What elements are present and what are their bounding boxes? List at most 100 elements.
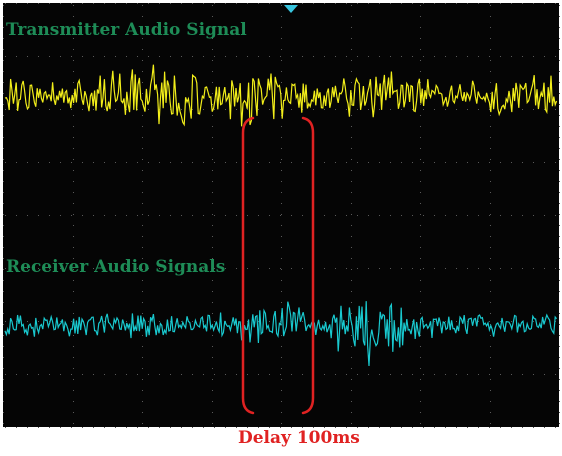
grid-dot [420,38,421,39]
grid-dot [16,268,17,269]
grid-dot [27,427,28,428]
grid-dot [351,280,352,281]
grid-dot [420,225,421,226]
grid-dot [281,302,282,303]
grid-dot [3,93,4,94]
grid-dot [511,162,512,163]
grid-dot [236,427,237,428]
grid-dot [489,162,490,163]
grid-dot [281,159,282,160]
grid-dot [3,27,4,28]
grid-dot [281,335,282,336]
grid-dot [93,374,94,375]
grid-dot [93,215,94,216]
grid-dot [490,324,491,325]
grid-dot [5,109,6,110]
grid-dot [335,109,336,110]
grid-dot [490,93,491,94]
grid-dot [93,109,94,110]
grid-dot [115,268,116,269]
grid-dot [137,268,138,269]
grid-dot [142,148,143,149]
grid-dot [420,335,421,336]
grid-dot [490,16,491,17]
grid-dot [456,374,457,375]
grid-dot [148,427,149,428]
grid-dot [559,258,560,259]
grid-dot [420,192,421,193]
grid-dot [420,258,421,259]
grid-dot [281,258,282,259]
grid-dot [420,181,421,182]
grid-dot [490,401,491,402]
grid-dot [60,109,61,110]
grid-dot [137,109,138,110]
grid-dot [559,357,560,358]
grid-dot [420,27,421,28]
grid-dot [559,423,560,424]
grid-dot [212,368,213,369]
grid-dot [203,162,204,163]
grid-dot [115,109,116,110]
grid-dot [489,3,490,4]
grid-dot [478,3,479,4]
grid-dot [181,3,182,4]
grid-dot [159,321,160,322]
grid-dot [351,379,352,380]
grid-dot [142,412,143,413]
grid-dot [203,268,204,269]
grid-dot [126,56,127,57]
grid-dot [73,401,74,402]
grid-dot [247,56,248,57]
grid-dot [3,346,4,347]
grid-dot [181,427,182,428]
grid-dot [533,3,534,4]
grid-dot [357,215,358,216]
grid-dot [511,56,512,57]
grid-dot [555,162,556,163]
grid-dot [142,357,143,358]
grid-dot [511,321,512,322]
grid-dot [420,60,421,61]
grid-dot [73,71,74,72]
grid-dot [27,3,28,4]
grid-dot [420,16,421,17]
grid-dot [324,215,325,216]
grid-dot [142,368,143,369]
grid-dot [73,379,74,380]
grid-dot [5,3,6,4]
grid-dot [73,5,74,6]
grid-dot [456,321,457,322]
grid-dot [60,56,61,57]
grid-dot [559,192,560,193]
grid-dot [192,162,193,163]
grid-dot [559,104,560,105]
grid-dot [368,268,369,269]
grid-dot [351,126,352,127]
grid-dot [170,215,171,216]
grid-dot [500,427,501,428]
grid-dot [489,109,490,110]
grid-dot [490,115,491,116]
grid-dot [212,247,213,248]
grid-dot [159,268,160,269]
grid-dot [490,412,491,413]
grid-dot [3,357,4,358]
grid-dot [346,162,347,163]
grid-dot [142,16,143,17]
grid-dot [478,321,479,322]
grid-dot [401,3,402,4]
grid-dot [3,236,4,237]
grid-dot [346,427,347,428]
grid-dot [500,3,501,4]
grid-dot [212,115,213,116]
grid-dot [170,268,171,269]
grid-dot [269,427,270,428]
grid-dot [38,162,39,163]
grid-dot [3,38,4,39]
grid-dot [456,268,457,269]
grid-dot [420,115,421,116]
grid-dot [73,170,74,171]
grid-dot [379,268,380,269]
grid-dot [148,374,149,375]
